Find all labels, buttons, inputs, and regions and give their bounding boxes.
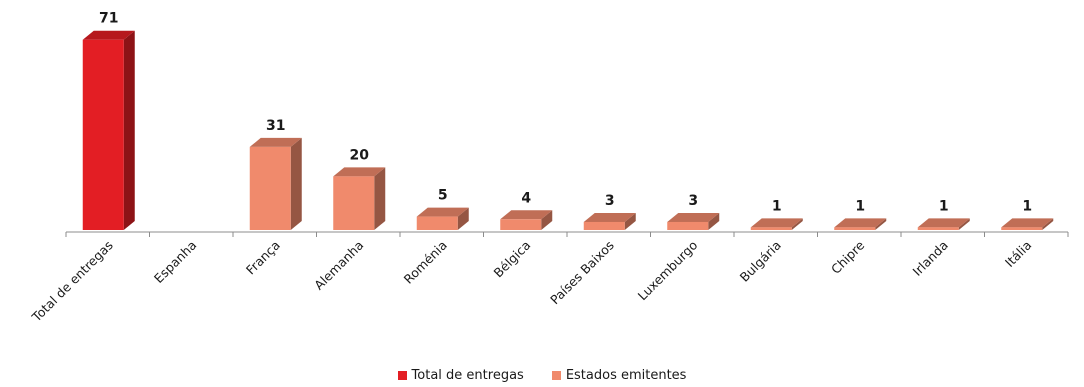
bar-side [123, 30, 135, 230]
bar [82, 30, 135, 230]
data-label: 3 [605, 193, 615, 209]
bar [249, 137, 302, 230]
data-label: 4 [521, 190, 531, 206]
bar [333, 167, 386, 230]
x-tick-label: Total de entregas [28, 238, 116, 326]
bar [667, 212, 720, 230]
data-label: 1 [1022, 198, 1032, 214]
data-label: 20 [350, 147, 370, 163]
bar-side [457, 207, 469, 230]
bar [583, 212, 636, 230]
bar-top [667, 212, 720, 222]
bar-front [917, 227, 959, 230]
bar-side [875, 218, 887, 230]
bar-front [249, 146, 291, 230]
bar [750, 218, 803, 230]
bar-front [333, 176, 375, 230]
legend-item-estados: Estados emitentes [551, 368, 687, 383]
x-tick-label: Chipre [828, 237, 868, 277]
x-axis-ticks [65, 232, 1069, 237]
bar-top [750, 218, 803, 228]
x-tick-label: Espanha [151, 238, 199, 286]
x-tick-label: Roménia [401, 238, 450, 287]
data-label: 71 [99, 11, 118, 27]
bar-top [500, 210, 553, 220]
bar-top [333, 167, 386, 177]
bar-front [416, 216, 458, 230]
bar-side [541, 210, 553, 230]
legend-label-total: Total de entregas [411, 368, 524, 383]
bar-top [1001, 218, 1054, 228]
legend-swatch-total [397, 371, 407, 380]
data-label: 5 [438, 188, 448, 204]
x-tick-label: Alemanha [311, 238, 366, 293]
bar-top [416, 207, 469, 217]
bar [834, 218, 887, 230]
legend: Total de entregas Estados emitentes [0, 368, 1084, 383]
bar [1001, 218, 1054, 230]
x-axis-labels: Total de entregas Espanha França Alemanha Ro… [28, 237, 1034, 325]
data-label: 1 [939, 198, 949, 214]
bar-side [1042, 218, 1054, 230]
legend-item-total: Total de entregas [397, 368, 524, 383]
bar-front [583, 221, 625, 230]
x-tick-label: França [243, 238, 283, 278]
bar-top [583, 212, 636, 222]
data-label: 1 [855, 198, 865, 214]
bar-front [834, 227, 876, 230]
legend-swatch-estados [551, 371, 561, 380]
bar-side [791, 218, 803, 230]
bar-front [82, 39, 124, 230]
legend-label-estados: Estados emitentes [565, 368, 687, 383]
bar [500, 210, 553, 230]
bar-front [667, 221, 709, 230]
data-label: 31 [266, 118, 285, 134]
bar-side [958, 218, 970, 230]
bar [416, 207, 469, 230]
x-tick-label: Itália [1002, 238, 1034, 270]
x-tick-label: Bélgica [490, 238, 533, 281]
x-tick-label: Luxemburgo [635, 238, 701, 304]
bar-top [917, 218, 970, 228]
bar-front [750, 227, 792, 230]
x-tick-label: Bulgária [737, 238, 784, 285]
x-tick-label: Irlanda [910, 238, 951, 279]
bar-side [624, 212, 636, 230]
bar [917, 218, 970, 230]
data-label: 3 [688, 193, 698, 209]
x-tick-label: Países Baixos [547, 238, 617, 308]
bar-front [500, 219, 542, 230]
bar-side [290, 137, 302, 230]
bar-top [834, 218, 887, 228]
bar-top [82, 30, 135, 40]
bar-side [708, 212, 720, 230]
data-label: 1 [772, 198, 782, 214]
bar-front [1001, 227, 1043, 230]
bar-side [374, 167, 386, 230]
bar-top [249, 137, 302, 147]
